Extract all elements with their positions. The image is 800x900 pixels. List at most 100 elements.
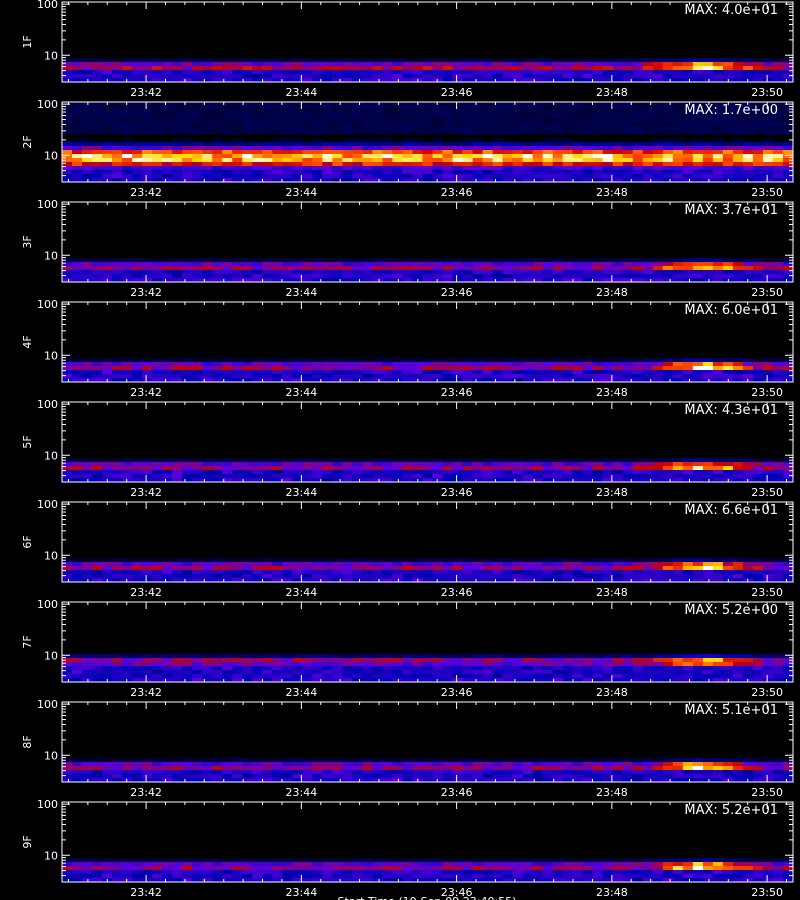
heatmap-cell [302, 658, 313, 663]
heatmap-cell [412, 258, 423, 263]
heatmap-cell [782, 562, 794, 567]
heatmap-cell [712, 62, 724, 67]
heatmap-cell [672, 658, 684, 663]
heatmap-cell [782, 574, 794, 579]
heatmap-cell [642, 558, 654, 563]
heatmap-cell [132, 370, 143, 375]
heatmap-cell [92, 162, 103, 167]
max-label: MAX: 4.3e+01 [684, 403, 778, 418]
heatmap-cell [782, 114, 794, 119]
heatmap-cell [772, 570, 784, 575]
heatmap-cell [442, 126, 453, 131]
heatmap-cell [532, 142, 544, 147]
heatmap-cell [632, 462, 644, 467]
heatmap-cell [682, 158, 694, 163]
heatmap-cell [372, 130, 383, 135]
heatmap-cell [202, 58, 213, 63]
heatmap-cell [502, 378, 514, 383]
heatmap-cell [572, 130, 584, 135]
heatmap-cell [762, 154, 774, 159]
heatmap-cell [162, 78, 173, 83]
heatmap-cell [612, 106, 624, 111]
heatmap-cell [182, 562, 193, 567]
heatmap-cell [692, 370, 704, 375]
heatmap-cell [302, 578, 313, 583]
heatmap-cell [542, 130, 554, 135]
heatmap-cell [752, 74, 764, 79]
heatmap-cell [732, 146, 744, 151]
heatmap-cell [342, 106, 353, 111]
heatmap-cell [402, 178, 413, 183]
heatmap-cell [672, 178, 684, 183]
heatmap-cell [152, 170, 163, 175]
heatmap-cell [502, 678, 514, 683]
heatmap-cell [502, 118, 514, 123]
heatmap-cell [722, 114, 734, 119]
heatmap-cell [522, 130, 534, 135]
heatmap-cell [522, 666, 534, 671]
heatmap-cell [202, 110, 213, 115]
heatmap-cell [272, 270, 283, 275]
heatmap-cell [152, 62, 163, 67]
heatmap-cell [182, 154, 193, 159]
heatmap-cell [772, 678, 784, 683]
heatmap-cell [182, 574, 193, 579]
heatmap-cell [332, 146, 343, 151]
x-tick-label: 23:44 [286, 86, 318, 99]
heatmap-cell [662, 262, 674, 267]
heatmap-cell [562, 562, 574, 567]
heatmap-cell [482, 78, 493, 83]
heatmap-cell [482, 266, 493, 271]
heatmap-cell [92, 762, 103, 767]
heatmap-cell [572, 458, 584, 463]
heatmap-cell [772, 114, 784, 119]
heatmap-cell [312, 566, 323, 571]
heatmap-cell [172, 558, 183, 563]
heatmap-cell [182, 266, 193, 271]
heatmap-cell [122, 170, 133, 175]
heatmap-cell [552, 274, 564, 279]
heatmap-cell [332, 566, 343, 571]
heatmap-cell [112, 658, 123, 663]
heatmap-cell [132, 178, 143, 183]
heatmap-cell [582, 166, 594, 171]
heatmap-cell [72, 374, 83, 379]
heatmap-cell [622, 62, 634, 67]
heatmap-cell [362, 366, 373, 371]
heatmap-cell [522, 570, 534, 575]
heatmap-cell [242, 558, 253, 563]
heatmap-cell [692, 658, 704, 663]
heatmap-cell [252, 270, 263, 275]
heatmap-cell [302, 174, 313, 179]
heatmap-cell [272, 166, 283, 171]
heatmap-cell [262, 674, 273, 679]
heatmap-cell [552, 574, 564, 579]
heatmap-cell [332, 58, 343, 63]
heatmap-cell [772, 74, 784, 79]
heatmap-cell [312, 142, 323, 147]
heatmap-cell [402, 154, 413, 159]
heatmap-cell [712, 474, 724, 479]
heatmap-cell [262, 70, 273, 75]
heatmap-cell [742, 466, 754, 471]
heatmap-cell [622, 70, 634, 75]
heatmap-cell [162, 58, 173, 63]
heatmap-cell [462, 150, 473, 155]
heatmap-cell [292, 758, 303, 763]
heatmap-cell [472, 558, 483, 563]
heatmap-cell [642, 110, 654, 115]
heatmap-cell [642, 70, 654, 75]
heatmap-cell [92, 270, 103, 275]
heatmap-cell [352, 470, 363, 475]
heatmap-cell [232, 126, 243, 131]
heatmap-cell [122, 262, 133, 267]
heatmap-cell [182, 674, 193, 679]
x-tick-label: 23:46 [441, 686, 473, 699]
heatmap-cell [462, 478, 473, 483]
heatmap-cell [102, 106, 113, 111]
heatmap-cell [542, 278, 554, 283]
heatmap-cell [92, 158, 103, 163]
heatmap-cell [132, 130, 143, 135]
heatmap-cell [672, 662, 684, 667]
heatmap-cell [612, 666, 624, 671]
